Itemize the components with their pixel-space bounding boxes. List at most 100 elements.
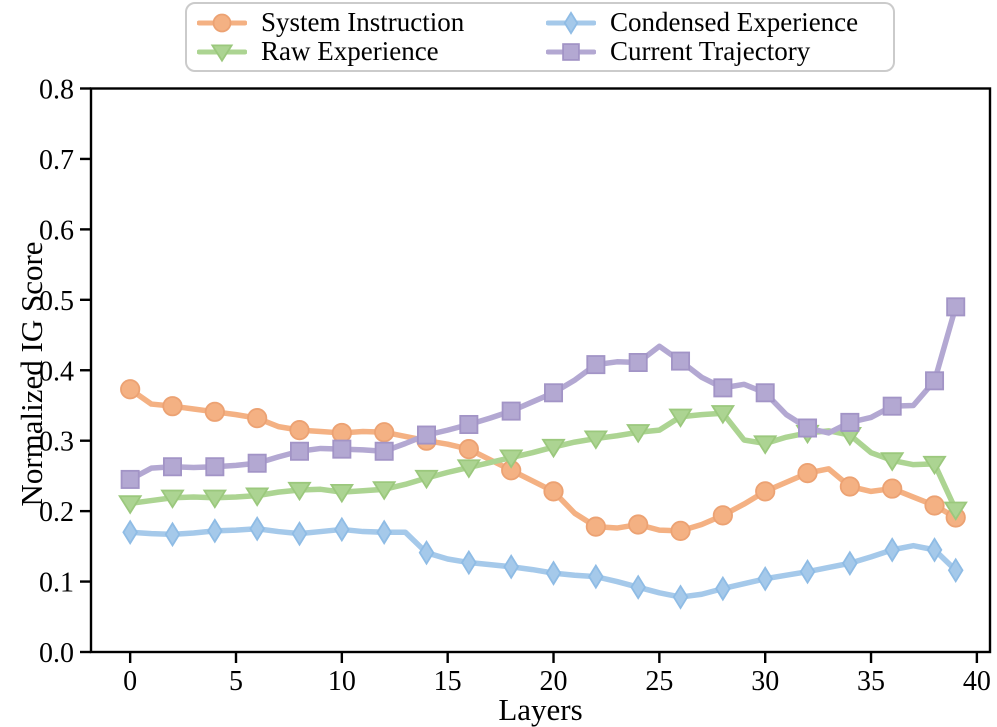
thin-diamond-marker [376, 519, 393, 545]
square-marker [459, 414, 479, 434]
triangle-down-marker [668, 408, 693, 428]
thin-diamond-marker [757, 566, 774, 592]
y-tick-label: 0.1 [39, 568, 74, 599]
thin-diamond-marker [460, 549, 477, 576]
y-axis-label: Normalized IG Score [14, 241, 49, 507]
square-marker [882, 396, 902, 416]
thin-diamond-marker [164, 521, 181, 548]
thin-diamond-marker [333, 516, 350, 543]
triangle-down-marker [160, 489, 185, 509]
square-marker [120, 469, 140, 489]
x-tick-label: 30 [751, 666, 779, 697]
square-marker [840, 412, 860, 432]
legend-label: System Instruction [261, 7, 465, 37]
triangle-down-marker [287, 481, 312, 502]
thin-diamond-marker [291, 520, 308, 547]
triangle-down-marker [372, 481, 397, 501]
triangle-down-marker [456, 459, 481, 479]
square-legend-sample-icon [546, 42, 596, 61]
circle-marker [162, 396, 183, 417]
series-system-instruction [120, 379, 966, 541]
x-tick-label: 10 [328, 666, 356, 697]
triangle-down-marker [414, 469, 439, 490]
y-tick-label: 0.4 [39, 356, 74, 387]
circle-marker [670, 520, 691, 541]
thin-diamond-marker [630, 574, 647, 600]
x-tick-label: 20 [540, 666, 568, 697]
y-axis-ticks: 0.0 0.1 0.2 0.3 0.4 0.5 0.6 0.7 0.8 [39, 75, 91, 669]
x-tick-label: 5 [229, 666, 243, 697]
series-line [127, 386, 959, 534]
legend-item-raw-experience: Raw Experience [197, 38, 536, 65]
legend-label: Current Trajectory [610, 36, 811, 66]
y-tick-label: 0.8 [39, 75, 74, 106]
thin-diamond-marker [587, 563, 604, 590]
circle-marker [120, 379, 141, 400]
y-tick-label: 0.6 [39, 215, 74, 246]
thin-diamond-marker [503, 554, 520, 580]
square-marker [162, 457, 182, 477]
triangle-down-marker [329, 484, 354, 504]
circle-marker [543, 481, 564, 502]
y-tick-label: 0.3 [39, 427, 74, 458]
circle-marker [712, 505, 733, 526]
thin-diamond-marker [884, 537, 901, 563]
circle-marker [289, 420, 310, 441]
thin-diamond-marker [715, 575, 731, 602]
thin-diamond-marker [842, 550, 858, 576]
square-marker [332, 439, 352, 459]
square-marker [946, 297, 966, 317]
circle-marker [331, 422, 352, 444]
legend-item-current-trajectory: Current Trajectory [546, 38, 885, 65]
circle-marker [212, 13, 232, 32]
y-tick-label: 0.5 [39, 286, 74, 317]
legend-label: Raw Experience [261, 36, 439, 66]
series-condensed-experience [122, 516, 964, 610]
square-marker [544, 383, 564, 403]
triangle-down-marker [626, 424, 651, 444]
triangle-down-marker [943, 501, 968, 521]
square-marker [925, 371, 945, 391]
y-tick-label: 0.7 [39, 145, 74, 176]
square-marker [562, 42, 580, 61]
square-marker [798, 418, 818, 438]
x-tick-label: 25 [645, 666, 673, 697]
square-marker [755, 383, 775, 403]
square-marker [671, 351, 691, 371]
circle-marker [247, 408, 268, 429]
square-marker [247, 453, 267, 473]
legend-item-condensed-experience: Condensed Experience [546, 9, 885, 36]
triangle-down-marker [210, 43, 234, 62]
square-marker [205, 457, 225, 477]
circle-marker [882, 478, 903, 499]
x-axis-label: Layers [498, 692, 583, 727]
x-tick-label: 0 [123, 666, 137, 697]
thin-diamond-marker [926, 537, 943, 563]
triangle-down-marker [583, 430, 608, 450]
x-tick-label: 15 [434, 666, 462, 697]
triangle-down-marker [202, 489, 227, 509]
series-current-trajectory [120, 297, 966, 489]
legend-item-system-instruction: System Instruction [197, 9, 536, 36]
triangle-down-marker [710, 405, 735, 425]
circle-legend-sample-icon [197, 13, 247, 32]
square-marker [374, 441, 394, 461]
circle-marker [797, 462, 818, 484]
thin-diamond-marker [122, 519, 139, 545]
circle-marker [374, 422, 395, 443]
series-line [127, 525, 959, 600]
y-tick-label: 0.2 [39, 497, 74, 528]
series-line [127, 304, 959, 483]
triangle-down-marker [880, 452, 905, 472]
thin-diamond-marker [563, 10, 579, 35]
triangle-down-marker [753, 435, 778, 455]
square-marker [713, 378, 733, 398]
legend-box: System Instruction Raw Experience Condense… [185, 2, 895, 72]
thin-diamond-marker [672, 584, 689, 610]
x-tick-label: 40 [963, 666, 991, 697]
triangle-down-marker [118, 495, 143, 515]
x-axis-ticks: 0 5 10 15 20 25 30 35 40 [123, 652, 991, 697]
thin-diamond-marker [249, 516, 266, 542]
thin-diamond-legend-sample-icon [546, 10, 596, 35]
